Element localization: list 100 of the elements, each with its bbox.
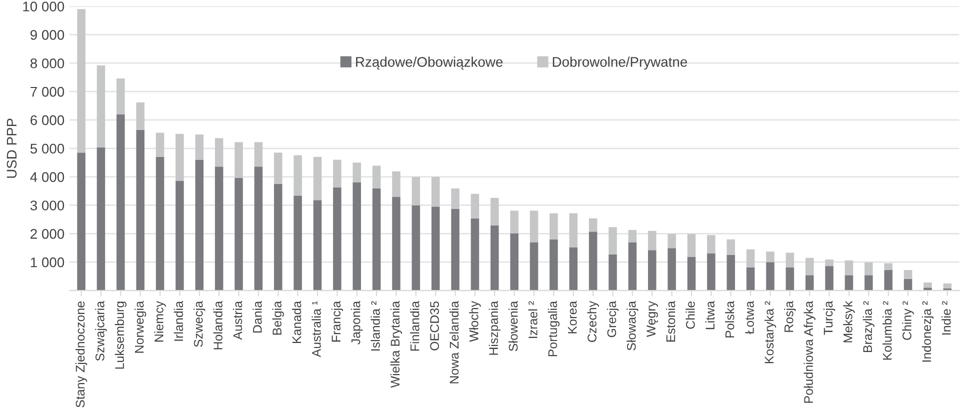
x-tick-label: Norwegia	[134, 300, 146, 353]
bar	[825, 266, 834, 291]
bar	[116, 114, 125, 291]
x-tick-label: Czechy	[587, 300, 599, 342]
x-tick-label: Australia ¹	[312, 301, 321, 358]
x-tick-label: Niemcy	[154, 300, 166, 342]
bar	[569, 213, 578, 248]
bar	[352, 162, 362, 182]
bar	[844, 275, 854, 291]
bar	[116, 78, 125, 114]
bar	[490, 225, 499, 291]
y-tick-label: 9 000	[30, 30, 64, 40]
bar	[648, 230, 656, 250]
bar	[195, 134, 204, 160]
bar	[294, 196, 302, 291]
bar	[628, 230, 637, 242]
bar	[805, 258, 814, 276]
bar	[254, 166, 263, 291]
bar	[569, 247, 578, 291]
bar	[844, 260, 854, 276]
x-tick-label: Izrael ²	[528, 301, 538, 338]
x-tick-label: Turcja	[823, 300, 836, 335]
bar	[766, 262, 774, 291]
bar	[550, 239, 558, 291]
bar	[431, 176, 440, 207]
bar	[608, 254, 617, 291]
bar	[687, 234, 696, 257]
y-tick-label: 3 000	[30, 200, 64, 210]
legend-label: Dobrowolne/Prywatne	[552, 56, 688, 70]
bar	[943, 283, 952, 289]
bar	[431, 206, 440, 291]
x-tick-label: Słowacja	[626, 300, 638, 350]
x-tick-label: Szwajcaria	[95, 300, 107, 361]
bar	[195, 160, 204, 291]
bar	[707, 253, 716, 291]
y-tick-label: 4 000	[30, 172, 64, 182]
bar	[451, 188, 460, 209]
bar	[588, 232, 598, 291]
bar	[176, 134, 184, 181]
x-tick-label: Polska	[725, 300, 734, 338]
y-tick-label: 5 000	[30, 144, 64, 154]
x-tick-label: Indonezja ²	[922, 301, 934, 362]
y-tick-label: 2 000	[30, 228, 64, 239]
bar	[136, 102, 144, 130]
bar	[176, 180, 184, 291]
bar	[77, 152, 86, 291]
x-tick-label: Holandia	[213, 300, 222, 350]
bar	[96, 65, 106, 148]
bar	[726, 254, 736, 291]
x-tick-label: Indie ²	[942, 301, 951, 335]
bar	[687, 256, 696, 291]
bar	[372, 166, 381, 188]
x-tick-label: Irlandia	[174, 300, 184, 341]
x-tick-label: Litwa	[705, 300, 715, 330]
x-tick-label: Japonia	[351, 300, 363, 345]
x-tick-label: Grecja	[606, 300, 619, 338]
x-tick-label: Chile	[686, 301, 695, 329]
bar	[470, 218, 480, 291]
bar	[668, 248, 676, 291]
x-tick-label: Południowa Afryka	[804, 300, 816, 403]
x-tick-label: Szwecja	[194, 300, 206, 347]
x-tick-label: Austria	[232, 300, 242, 340]
bar	[924, 282, 932, 288]
bar	[668, 234, 676, 248]
x-tick-label: Chiny ²	[902, 301, 914, 340]
bar	[628, 242, 637, 291]
x-tick-label: Kostaryka ²	[764, 301, 776, 364]
bar	[805, 275, 814, 291]
bar	[313, 200, 322, 291]
x-tick-label: Portugalia	[548, 300, 560, 356]
x-tick-label: Korea	[568, 300, 577, 334]
bar	[825, 260, 834, 266]
bar	[924, 288, 932, 291]
bar	[904, 278, 912, 291]
bar	[904, 270, 912, 279]
bar	[648, 250, 656, 291]
x-tick-label: Kanada	[292, 300, 302, 343]
bar	[313, 156, 322, 200]
bar	[786, 252, 794, 268]
bar	[214, 166, 224, 291]
bar	[274, 184, 282, 291]
x-tick-label: Nowa Zelandia	[449, 300, 459, 384]
y-tick-label: 10 000	[23, 2, 64, 12]
bar	[156, 132, 164, 157]
bar	[156, 156, 164, 291]
bar	[96, 148, 106, 291]
bar	[864, 275, 873, 291]
y-tick-label: 1 000	[30, 257, 64, 268]
x-tick-label: Hiszpania	[488, 300, 500, 355]
x-tick-label: Belgia	[272, 300, 284, 335]
bar	[550, 213, 558, 240]
bar	[884, 270, 892, 291]
y-axis-title: USD PPP	[6, 118, 17, 178]
bar	[766, 252, 774, 262]
x-tick-label: Islandia ²	[370, 301, 380, 350]
x-tick-label: Brazylia ²	[862, 301, 874, 352]
y-tick-label: 6 000	[30, 115, 64, 126]
bar	[707, 235, 716, 254]
bar	[510, 233, 518, 291]
bar	[470, 194, 480, 218]
